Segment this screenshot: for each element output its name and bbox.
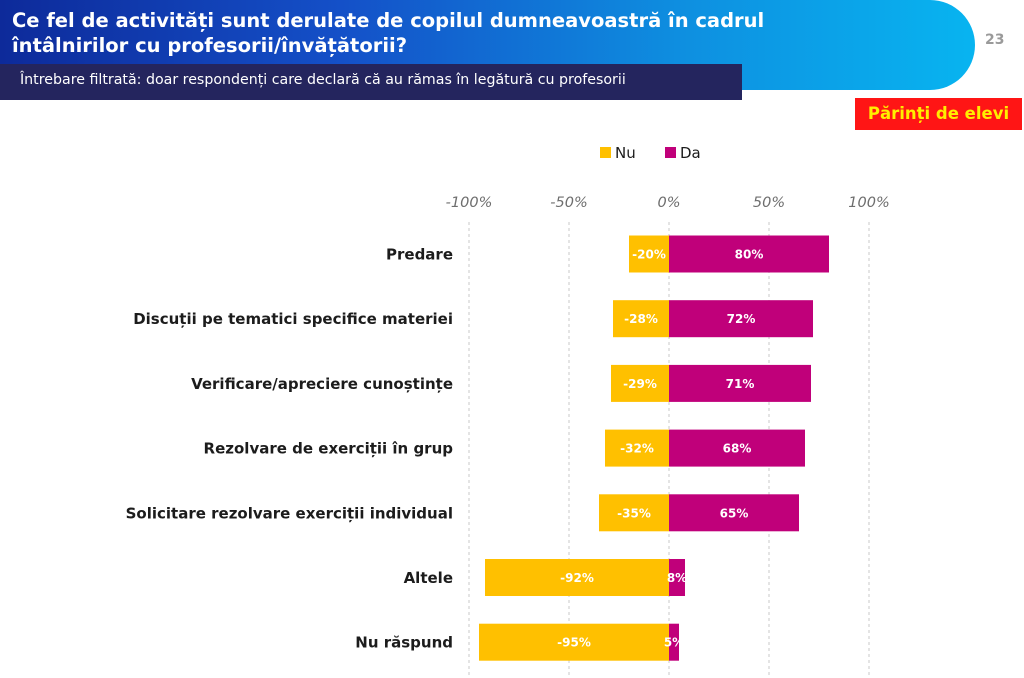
bar-nu (613, 300, 669, 338)
data-label-nu: -28% (624, 312, 658, 326)
bar-da (669, 300, 813, 338)
category-label: Predare (386, 246, 453, 264)
category-label: Discuții pe tematici specifice materiei (133, 310, 453, 328)
data-label-nu: -29% (623, 377, 657, 391)
legend-swatch-da (665, 147, 676, 158)
bar-nu (479, 623, 669, 661)
data-label-da: 80% (735, 248, 764, 262)
legend-swatch-nu (600, 147, 611, 158)
bar-da (669, 364, 811, 402)
data-label-da: 65% (720, 506, 749, 520)
category-label: Altele (404, 569, 453, 587)
data-label-nu: -35% (617, 506, 651, 520)
data-label-da: 5% (664, 636, 684, 650)
bar-nu (599, 494, 669, 532)
page-number: 23 (985, 32, 1005, 48)
bar-nu (605, 429, 669, 467)
category-label: Verificare/apreciere cunoștințe (191, 375, 453, 393)
data-label-da: 8% (667, 571, 687, 585)
slide-title: Ce fel de activități sunt derulate de co… (12, 9, 765, 57)
data-label-da: 71% (726, 377, 755, 391)
bar-da (669, 559, 685, 596)
bar-da (669, 494, 799, 532)
category-label: Solicitare rezolvare exerciții individua… (126, 504, 453, 522)
legend-label-da: Da (680, 144, 701, 162)
bar-da (669, 429, 805, 467)
x-tick-label: -100% (446, 195, 493, 211)
data-label-nu: -95% (557, 636, 591, 650)
data-label-da: 72% (727, 312, 756, 326)
bar-nu (611, 364, 669, 402)
data-label-da: 68% (723, 442, 752, 456)
subtitle-bar: Întrebare filtrată: doar respondenți car… (0, 64, 742, 100)
x-tick-label: -50% (550, 195, 587, 211)
bar-nu (629, 235, 669, 273)
x-tick-label: 100% (848, 195, 889, 211)
segment-badge: Părinți de elevi (855, 98, 1022, 130)
x-tick-label: 50% (753, 195, 785, 211)
bar-da (669, 235, 829, 273)
bar-nu (485, 559, 669, 596)
category-label: Nu răspund (355, 634, 453, 652)
data-label-nu: -92% (560, 571, 594, 585)
data-label-nu: -32% (620, 442, 654, 456)
legend-label-nu: Nu (615, 144, 636, 162)
data-label-nu: -20% (632, 248, 666, 262)
bar-da (669, 623, 679, 661)
slide-subtitle: Întrebare filtrată: doar respondenți car… (20, 72, 626, 88)
x-tick-label: 0% (657, 195, 680, 211)
category-label: Rezolvare de exerciții în grup (204, 440, 454, 458)
